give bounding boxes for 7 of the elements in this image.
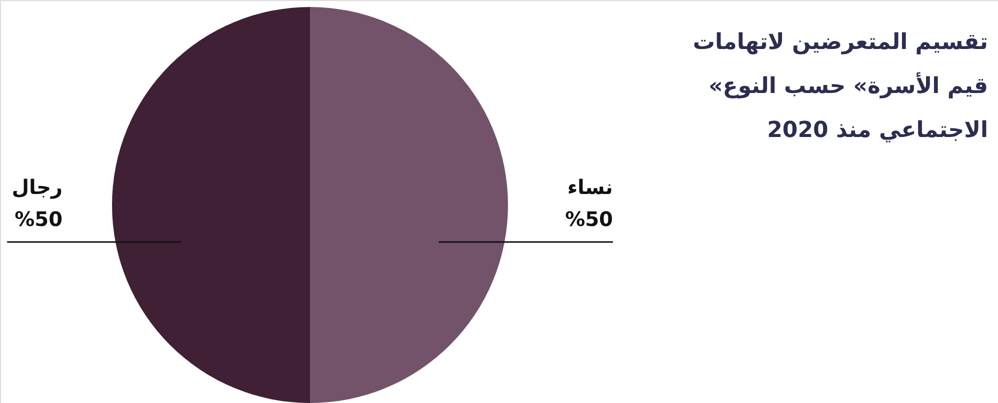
- slice-label: نساء: [567, 175, 613, 199]
- data-label: %50: [565, 207, 613, 231]
- slice-label: رجال: [12, 175, 62, 199]
- pie-slice: [310, 7, 508, 403]
- pie-slice: [112, 7, 310, 403]
- text: تقسيم المتعرضين لاتهامات «قيم الأسرة» حسب النوع الاجتماعي منذ 2020: [692, 30, 988, 143]
- data-label: %50: [14, 207, 62, 231]
